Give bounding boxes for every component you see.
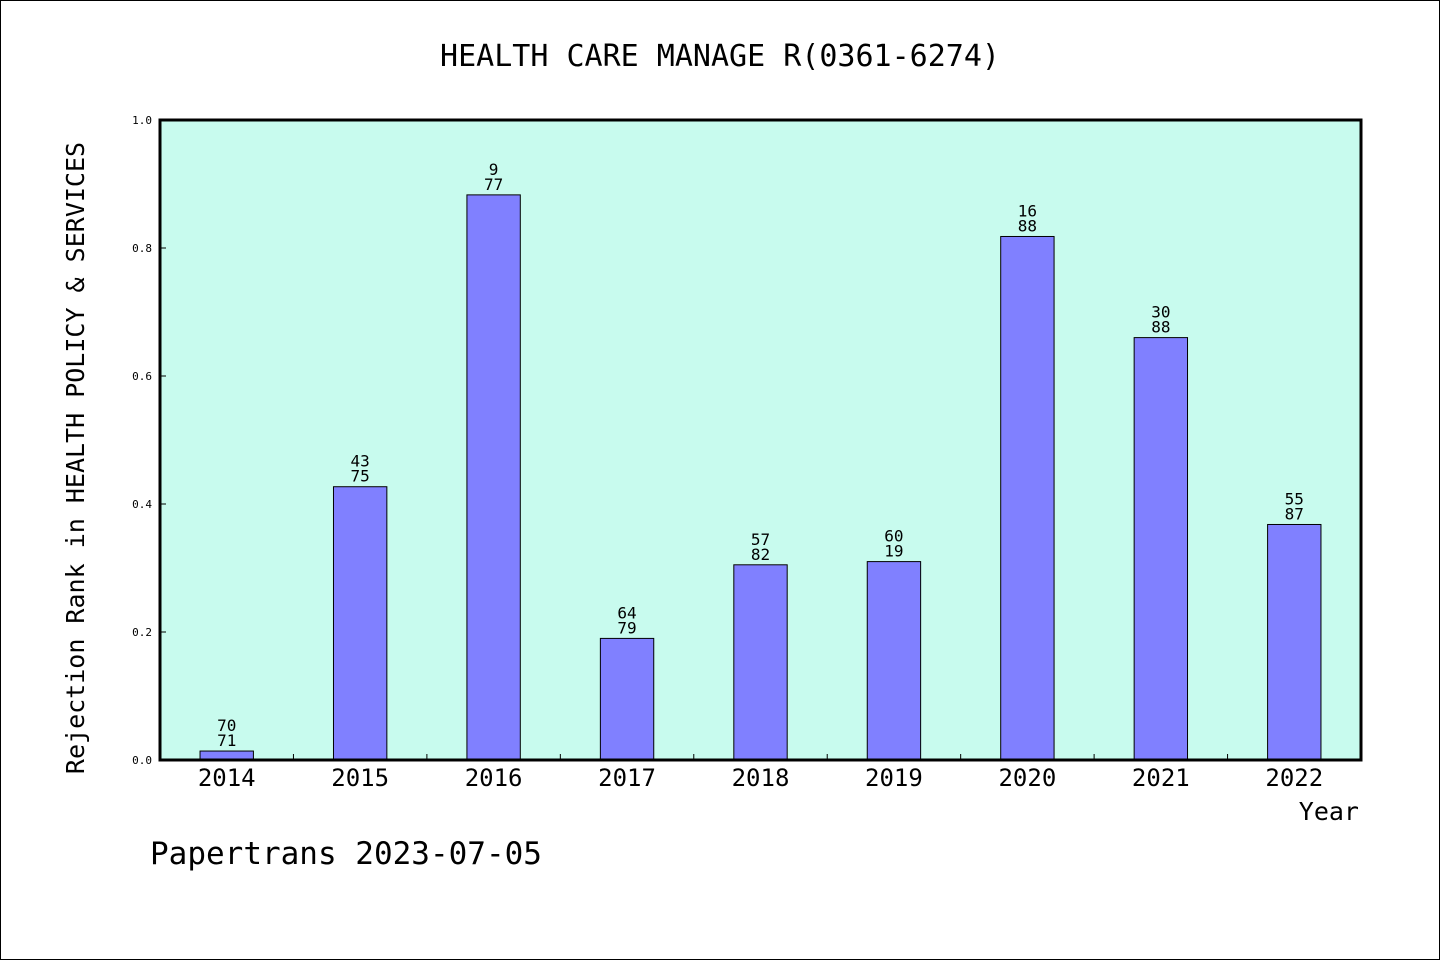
bar-label-bottom: 77 [484, 175, 503, 194]
chart-title: HEALTH CARE MANAGE R(0361-6274) [440, 39, 1000, 74]
bar-label-bottom: 88 [1018, 216, 1037, 235]
x-tick-label: 2022 [1265, 764, 1323, 792]
bar-label-bottom: 82 [751, 545, 770, 564]
bar-label-bottom: 79 [617, 618, 636, 637]
bar [1000, 235, 1055, 761]
x-tick-label: 2020 [998, 764, 1056, 792]
y-tick-label: 0.8 [132, 242, 152, 255]
bar-label-top: 30 [1151, 303, 1170, 322]
y-tick-label: 0.2 [132, 626, 152, 639]
x-axis: 2014 2015 2016 2017 2018 2019 2020 2021 2022 [198, 754, 1323, 792]
bar-label-bottom: 88 [1151, 318, 1170, 337]
y-tick-label: 0.0 [132, 754, 152, 767]
bars-group [199, 194, 1322, 761]
y-axis-label: Rejection Rank in HEALTH POLICY & SERVIC… [61, 142, 90, 774]
bar-label-bottom: 19 [884, 542, 903, 561]
bar-label-top: 16 [1018, 201, 1037, 220]
x-tick-label: 2016 [465, 764, 523, 792]
bar [1267, 523, 1322, 761]
y-tick-label: 0.6 [132, 370, 152, 383]
x-axis-label: Year [1299, 797, 1359, 826]
bar [332, 486, 388, 761]
bar-label-top: 43 [351, 452, 370, 471]
bar [1133, 337, 1189, 761]
x-tick-label: 2014 [198, 764, 256, 792]
bar-label-top: 60 [884, 527, 903, 546]
bar [466, 194, 521, 761]
bar-label-top: 64 [617, 603, 636, 622]
bar-label-bottom: 71 [217, 731, 236, 750]
y-axis: 0.0 0.2 0.4 0.6 0.8 1.0 [132, 114, 166, 767]
y-tick-label: 0.4 [132, 498, 152, 511]
x-tick-label: 2021 [1132, 764, 1190, 792]
bar [733, 564, 788, 761]
bar-label-bottom: 75 [351, 467, 370, 486]
bar-label-top: 70 [217, 716, 236, 735]
bar-label-top: 9 [489, 160, 499, 179]
bar-label-top: 55 [1285, 489, 1304, 508]
x-tick-label: 2015 [331, 764, 389, 792]
y-tick-label: 1.0 [132, 114, 152, 127]
x-tick-label: 2019 [865, 764, 923, 792]
plot-frame [158, 118, 1363, 762]
bar [599, 637, 655, 761]
bar [866, 561, 922, 761]
x-tick-label: 2018 [732, 764, 790, 792]
x-tick-label: 2017 [598, 764, 656, 792]
bar-label-bottom: 87 [1285, 504, 1304, 523]
bar-label-top: 57 [751, 530, 770, 549]
footer-text: Papertrans 2023-07-05 [150, 836, 542, 872]
